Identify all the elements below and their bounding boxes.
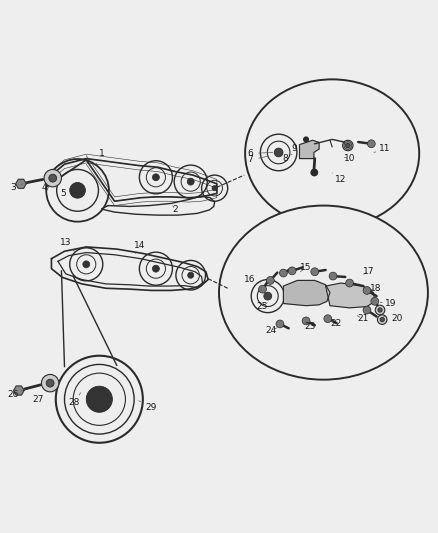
Circle shape bbox=[86, 386, 113, 413]
Circle shape bbox=[152, 265, 159, 272]
Text: 7: 7 bbox=[247, 156, 268, 164]
Circle shape bbox=[49, 174, 57, 182]
Polygon shape bbox=[325, 283, 375, 308]
Circle shape bbox=[343, 140, 353, 151]
Circle shape bbox=[346, 279, 353, 287]
Text: 9: 9 bbox=[291, 144, 302, 154]
Circle shape bbox=[302, 317, 310, 325]
Text: 16: 16 bbox=[244, 275, 261, 284]
Circle shape bbox=[276, 320, 284, 328]
Text: 6: 6 bbox=[247, 149, 273, 158]
Circle shape bbox=[83, 261, 90, 268]
Text: 8: 8 bbox=[282, 154, 292, 163]
Text: 1: 1 bbox=[96, 149, 104, 164]
Circle shape bbox=[274, 148, 283, 157]
Polygon shape bbox=[300, 140, 319, 158]
Text: 15: 15 bbox=[300, 263, 312, 272]
Circle shape bbox=[378, 315, 387, 325]
Text: 14: 14 bbox=[134, 241, 145, 254]
Text: 5: 5 bbox=[61, 189, 70, 198]
Circle shape bbox=[311, 268, 319, 276]
Text: 10: 10 bbox=[344, 154, 355, 163]
Circle shape bbox=[187, 272, 194, 278]
Text: 27: 27 bbox=[33, 392, 47, 403]
Text: 11: 11 bbox=[374, 144, 390, 154]
Circle shape bbox=[311, 168, 318, 176]
Circle shape bbox=[380, 318, 385, 322]
Polygon shape bbox=[16, 179, 26, 188]
Circle shape bbox=[363, 306, 371, 314]
Circle shape bbox=[363, 287, 371, 294]
Circle shape bbox=[288, 267, 296, 275]
Text: 21: 21 bbox=[357, 314, 368, 323]
Text: 22: 22 bbox=[330, 319, 341, 328]
Ellipse shape bbox=[219, 206, 428, 379]
Circle shape bbox=[324, 315, 332, 322]
Circle shape bbox=[70, 182, 85, 198]
Text: 23: 23 bbox=[305, 322, 316, 331]
Circle shape bbox=[266, 277, 274, 284]
Text: 29: 29 bbox=[139, 401, 157, 413]
Text: 4: 4 bbox=[41, 180, 50, 192]
Text: 3: 3 bbox=[10, 183, 23, 192]
Circle shape bbox=[152, 174, 159, 181]
Text: 28: 28 bbox=[69, 393, 81, 407]
Circle shape bbox=[371, 297, 379, 305]
Text: 25: 25 bbox=[256, 302, 267, 311]
Text: 26: 26 bbox=[7, 390, 22, 399]
Circle shape bbox=[264, 292, 272, 300]
Text: 13: 13 bbox=[60, 238, 74, 251]
Text: 20: 20 bbox=[384, 314, 402, 323]
Circle shape bbox=[44, 169, 61, 187]
Text: 12: 12 bbox=[332, 173, 346, 184]
Text: 2: 2 bbox=[173, 205, 178, 214]
Polygon shape bbox=[283, 280, 330, 305]
Circle shape bbox=[344, 142, 352, 149]
Ellipse shape bbox=[245, 79, 419, 228]
Text: 24: 24 bbox=[265, 326, 277, 335]
Circle shape bbox=[258, 285, 266, 293]
Circle shape bbox=[187, 178, 194, 185]
Circle shape bbox=[279, 269, 287, 277]
Circle shape bbox=[303, 136, 309, 142]
Circle shape bbox=[378, 308, 382, 312]
Text: 19: 19 bbox=[380, 299, 397, 308]
Text: 17: 17 bbox=[364, 267, 375, 276]
Circle shape bbox=[367, 140, 375, 148]
Circle shape bbox=[375, 305, 385, 315]
Polygon shape bbox=[14, 386, 24, 395]
Text: 18: 18 bbox=[370, 284, 381, 293]
Circle shape bbox=[46, 379, 54, 387]
Circle shape bbox=[212, 185, 217, 191]
Circle shape bbox=[346, 143, 350, 148]
Circle shape bbox=[329, 272, 337, 280]
Circle shape bbox=[42, 375, 59, 392]
